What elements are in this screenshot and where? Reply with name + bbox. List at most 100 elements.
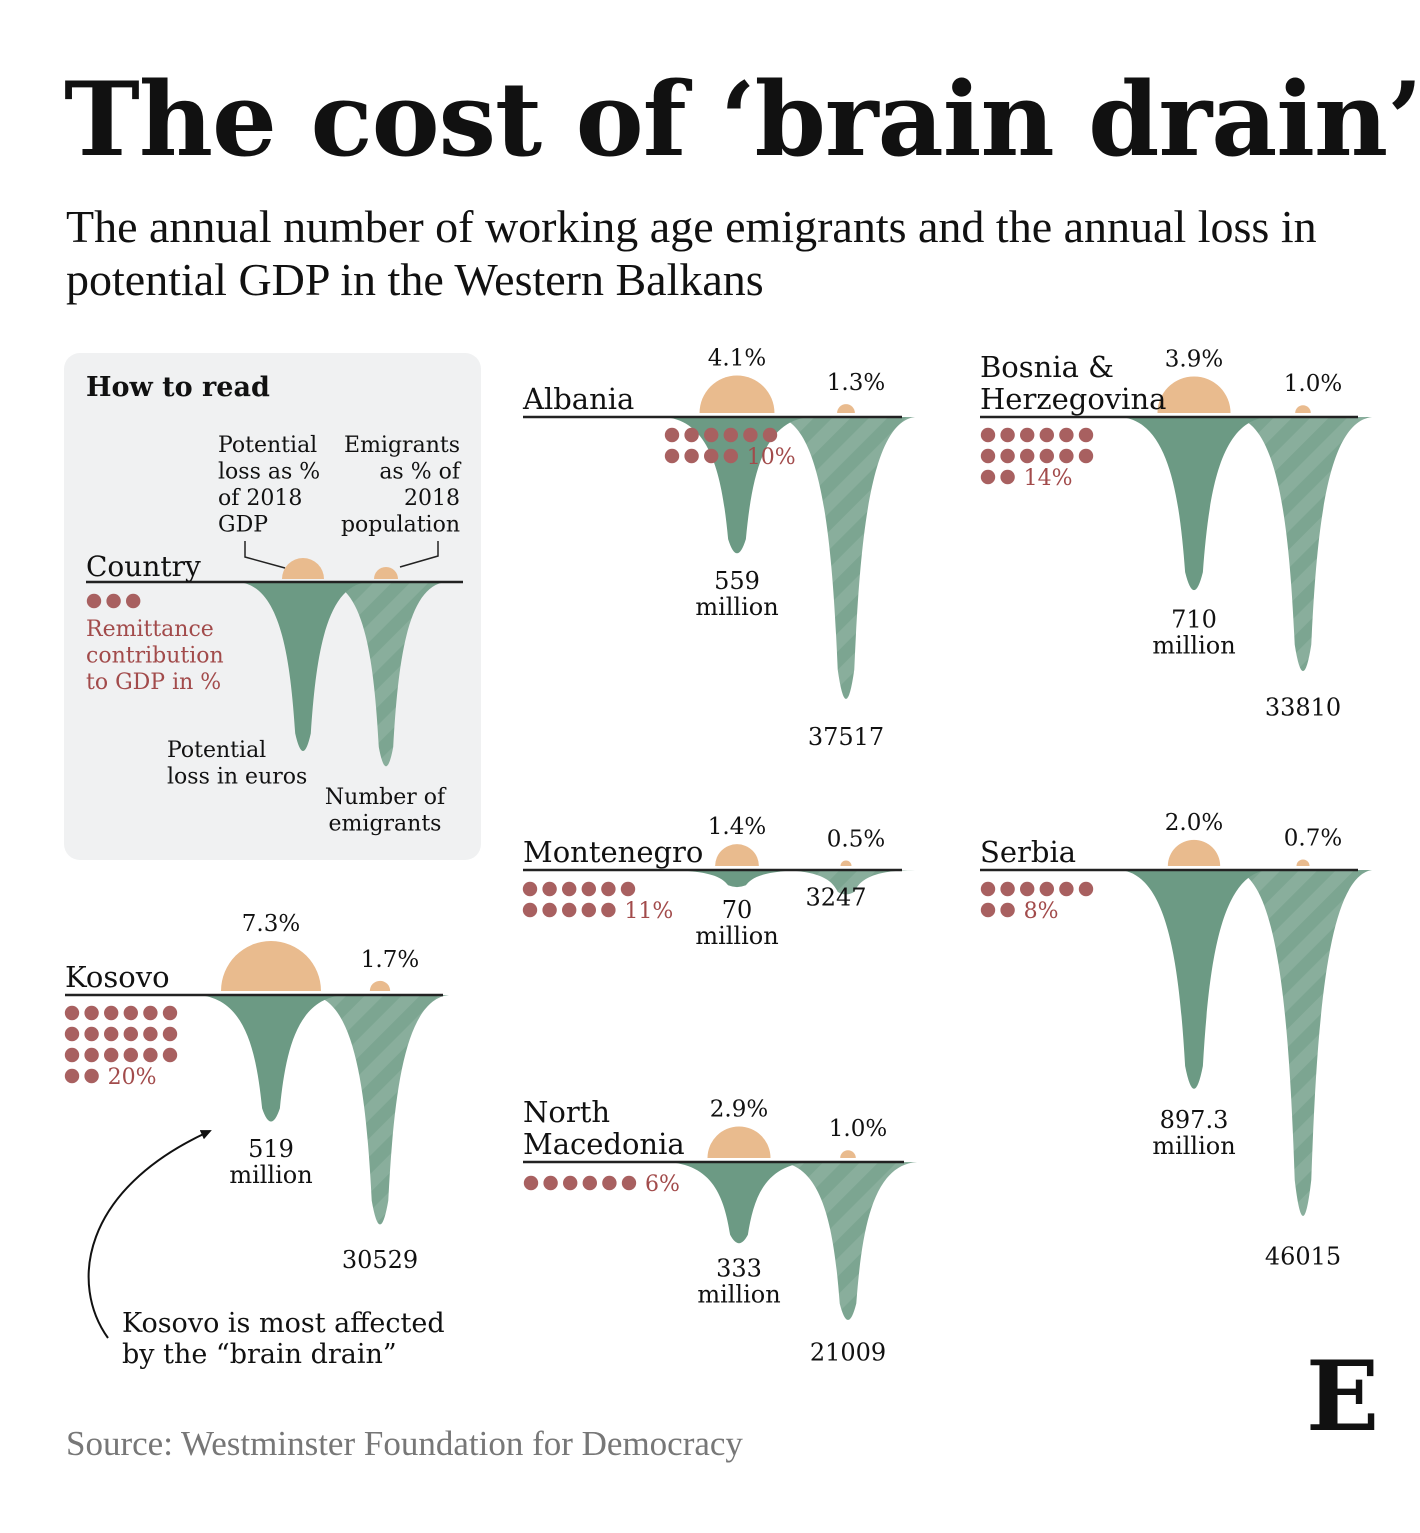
remittance-dot — [84, 1047, 99, 1063]
remittance-dot — [64, 1026, 80, 1042]
legend-remittance-label: contribution — [86, 644, 224, 669]
remittance-dot — [64, 1005, 80, 1021]
remittance-pct-label: 20% — [108, 1065, 157, 1090]
remittance-dot — [84, 1005, 99, 1021]
remittance-dot — [123, 1005, 138, 1021]
gdp-loss-pct-label: 4.1% — [708, 346, 766, 372]
remittance-dot — [1078, 427, 1094, 443]
legend-gdp-pct-label: Potential — [218, 433, 317, 458]
emigrants-value: 33810 — [1265, 694, 1341, 722]
remittance-dot — [621, 1175, 637, 1191]
remittance-dot — [104, 1026, 119, 1042]
remittance-dot — [684, 427, 699, 443]
remittance-dot — [1078, 881, 1094, 897]
country-name: Kosovo — [65, 960, 170, 994]
emigrants-funnel — [1234, 417, 1372, 672]
legend-remittance-label: to GDP in % — [86, 670, 221, 695]
annotation-text: Kosovo is most affected — [122, 1308, 445, 1339]
remittance-pct-label: 8% — [1024, 899, 1059, 924]
legend-emigrant-pct-label: population — [341, 513, 460, 538]
emigrants-value: 46015 — [1265, 1242, 1341, 1270]
legend-emigrants-semicircle — [374, 567, 398, 579]
potential-loss-value: million — [1152, 1132, 1235, 1160]
emigrants-pct-label: 1.0% — [1284, 371, 1342, 397]
gdp-loss-semicircle — [221, 941, 321, 991]
remittance-dot — [704, 427, 719, 443]
potential-loss-value: million — [229, 1161, 312, 1189]
legend-gdp-leader-line — [244, 541, 286, 569]
remittance-dot — [542, 881, 557, 897]
emigrants-pct-label: 0.5% — [827, 826, 885, 852]
remittance-dot — [1059, 448, 1074, 464]
remittance-dot — [84, 1068, 99, 1084]
remittance-dot — [980, 902, 996, 918]
gdp-loss-semicircle — [707, 1126, 771, 1158]
potential-loss-value: 897.3 — [1160, 1106, 1229, 1134]
remittance-dot — [563, 1175, 578, 1191]
potential-loss-funnel — [1120, 870, 1268, 1089]
remittance-pct-label: 10% — [747, 445, 796, 470]
remittance-dot — [543, 1175, 558, 1191]
legend-heading: How to read — [86, 372, 270, 403]
emigrants-funnel — [311, 995, 449, 1225]
remittance-dot — [523, 1175, 539, 1191]
remittance-pct-label: 14% — [1024, 466, 1073, 491]
remittance-dot — [64, 1068, 80, 1084]
remittance-dot — [143, 1047, 158, 1063]
legend-gdp-pct-label: of 2018 — [218, 486, 302, 511]
remittance-dot — [980, 448, 996, 464]
remittance-dot — [1000, 448, 1015, 464]
remittance-dot — [664, 427, 680, 443]
gdp-loss-pct-label: 2.0% — [1165, 810, 1223, 836]
remittance-dot — [581, 902, 596, 918]
emigrants-pct-semicircle — [837, 404, 855, 413]
legend-remittance-dot — [126, 593, 141, 609]
potential-loss-funnel — [665, 1162, 813, 1244]
brand-logo: E — [1306, 1340, 1380, 1453]
annotation-arrow — [87, 1130, 212, 1339]
remittance-dot — [602, 1175, 617, 1191]
remittance-dot — [581, 881, 596, 897]
annotation-text: by the “brain drain” — [122, 1339, 397, 1370]
remittance-dot — [562, 881, 577, 897]
remittance-dot — [143, 1026, 158, 1042]
remittance-dot — [1059, 881, 1074, 897]
legend-emigrant-pct-label: 2018 — [404, 486, 460, 511]
potential-loss-funnel — [663, 870, 811, 888]
legend-remittance-dot — [86, 593, 102, 609]
legend-emigrants-funnel — [326, 582, 446, 767]
remittance-dot — [620, 881, 636, 897]
potential-loss-value: million — [695, 922, 778, 950]
remittance-dot — [743, 427, 758, 443]
potential-loss-value: million — [695, 593, 778, 621]
gdp-loss-semicircle — [699, 375, 775, 413]
emigrants-pct-label: 1.3% — [827, 370, 885, 396]
remittance-dot — [704, 448, 719, 464]
remittance-dot — [1039, 448, 1055, 464]
emigrants-value: 30529 — [342, 1246, 418, 1274]
remittance-dot — [664, 448, 680, 464]
legend-emigrant-pct-label: as % of — [379, 460, 462, 485]
remittance-dot — [1078, 448, 1094, 464]
remittance-dot — [1000, 469, 1015, 485]
potential-loss-value: million — [1152, 631, 1235, 659]
gdp-loss-pct-label: 2.9% — [710, 1096, 768, 1122]
country-name: Serbia — [980, 835, 1076, 869]
remittance-dot — [162, 1026, 178, 1042]
legend-emigrants-label: Number of — [325, 785, 447, 810]
gdp-loss-pct-label: 1.4% — [708, 814, 766, 840]
potential-loss-value: 70 — [722, 896, 753, 924]
remittance-dot — [542, 902, 557, 918]
remittance-dot — [162, 1005, 178, 1021]
remittance-dot — [1000, 427, 1015, 443]
emigrants-pct-semicircle — [369, 980, 391, 991]
emigrants-pct-label: 1.7% — [361, 947, 419, 973]
remittance-dot — [980, 427, 996, 443]
emigrants-pct-semicircle — [840, 860, 852, 866]
country-name: Albania — [522, 382, 634, 416]
potential-loss-value: 519 — [248, 1135, 294, 1163]
remittance-dot — [1019, 448, 1035, 464]
remittance-dot — [1059, 427, 1074, 443]
remittance-dot — [104, 1047, 119, 1063]
